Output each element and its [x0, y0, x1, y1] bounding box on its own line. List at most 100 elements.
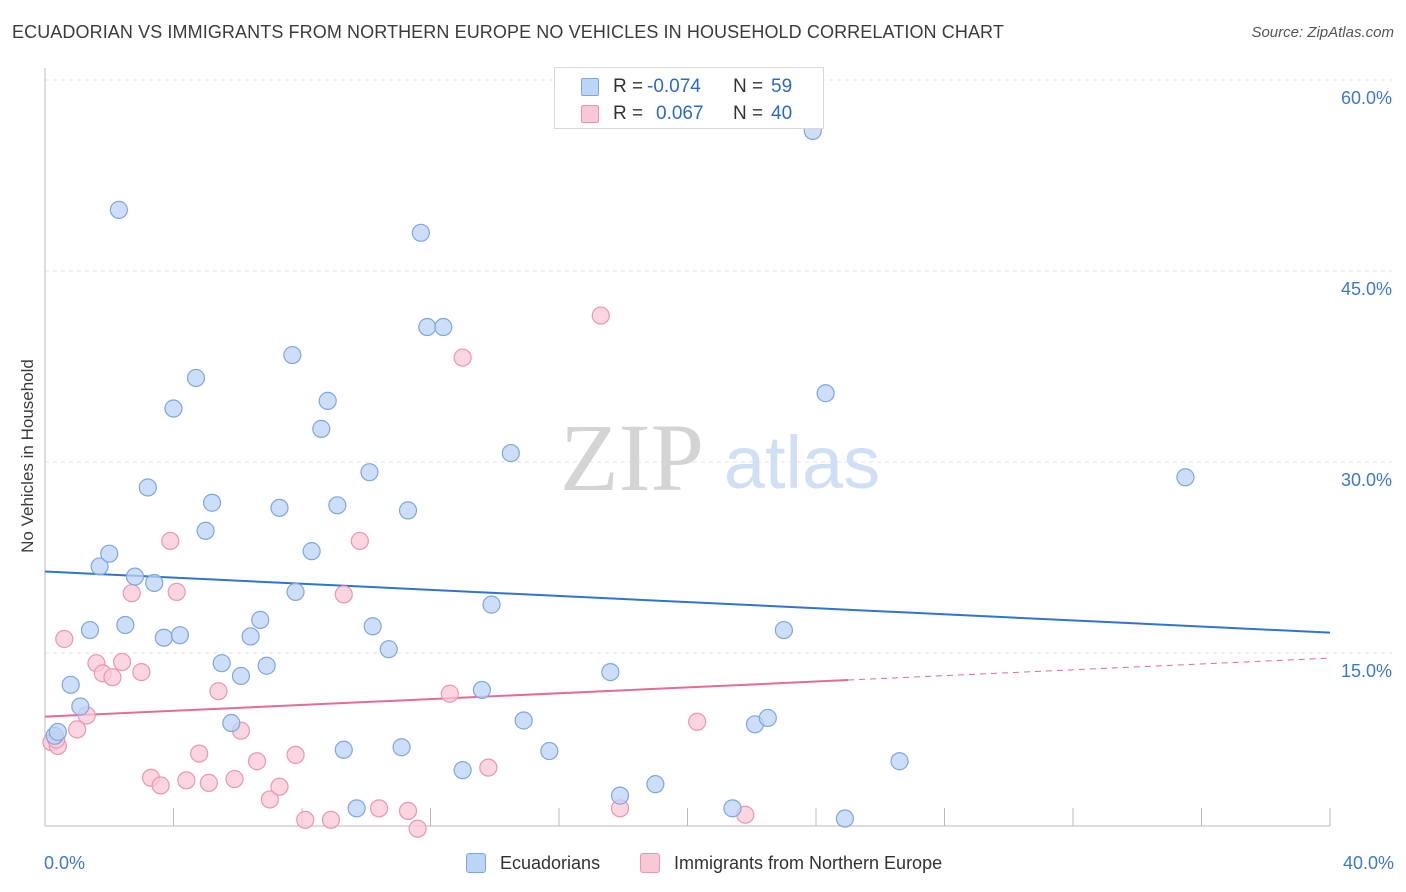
ecuadorian-point [202, 493, 222, 512]
ecuadorian-point [601, 662, 620, 682]
northern-europe-point [177, 771, 196, 790]
legend-row-northern-europe: R = 0.067 N = 40 [555, 101, 823, 127]
ecuadorian-point [312, 419, 331, 438]
ecuadorian-point [231, 666, 251, 686]
trend-line-extension [848, 657, 1331, 681]
y-axis-title: No Vehicles in Household [18, 359, 37, 553]
ecuadorian-point [610, 786, 630, 805]
northern-europe-point [321, 810, 341, 829]
trend-line-ecuadorians [44, 570, 1331, 634]
ecuadorian-point [816, 384, 835, 403]
r-label: R = [613, 76, 644, 97]
northern-europe-point [286, 745, 305, 764]
northern-europe-point [55, 629, 74, 649]
ecuadorian-point [283, 345, 302, 365]
ecuadorian-point [514, 711, 533, 730]
legend-row-ecuadorians: R = -0.074 N = 59 [555, 74, 823, 100]
northern-europe-point [408, 819, 427, 838]
northern-europe-point [479, 758, 498, 777]
ecuadorian-point [540, 741, 559, 761]
ecuadorian-point [434, 317, 453, 337]
r-value: -0.074 [647, 76, 701, 97]
ecuadorian-point [360, 463, 379, 482]
ecuadorian-point [363, 617, 382, 636]
ecuadorian-point [472, 680, 491, 700]
northern-europe-point [167, 582, 186, 601]
n-label: N = [733, 103, 764, 124]
northern-europe-point [370, 799, 389, 818]
ecuadorian-point [251, 610, 270, 629]
series-legend: Ecuadorians Immigrants from Northern Eur… [0, 851, 1406, 879]
ecuadorian-point [392, 738, 411, 757]
tick-labels: 15.0% 30.0% 45.0% 60.0% 0.0% 40.0% [44, 88, 1394, 873]
ecuadorian-point [109, 200, 128, 219]
northern-europe-point [440, 684, 459, 703]
chart-title: ECUADORIAN VS IMMIGRANTS FROM NORTHERN E… [12, 22, 1004, 42]
ecuadorian-point [758, 708, 777, 728]
ecuadorian-point [482, 595, 501, 614]
ecuadorian-point [379, 640, 398, 659]
ecuadorian-point [196, 521, 215, 540]
y-tick-label: 45.0% [1341, 279, 1392, 299]
ecuadorian-point [1176, 468, 1195, 487]
northern-europe-point [151, 776, 170, 795]
source-credit: Source: ZipAtlas.com [1251, 24, 1394, 41]
ecuadorian-point [222, 713, 241, 733]
ecuadorian-point [453, 761, 472, 780]
ecuadorian-point [212, 654, 231, 673]
ecuadorian-point [302, 542, 321, 561]
y-tick-label: 15.0% [1341, 661, 1392, 681]
ecuadorian-point [164, 399, 183, 418]
r-value: 0.067 [656, 103, 704, 124]
trend-lines [44, 570, 1331, 718]
ecuadorian-point [398, 501, 418, 520]
ecuadorian-point [186, 368, 206, 388]
watermark: ZIP atlas [560, 404, 880, 511]
ecuadorian-point [61, 675, 80, 694]
ecuadorian-point [71, 697, 90, 716]
ecuadorian-point [890, 752, 909, 771]
pink-swatch [581, 105, 599, 123]
northern-europe-point [247, 752, 267, 771]
blue-swatch [581, 78, 599, 96]
n-value: 59 [771, 76, 793, 97]
northern-europe-point [296, 810, 315, 829]
ecuadorian-point [257, 656, 276, 675]
y-tick-label: 30.0% [1341, 470, 1392, 490]
northern-europe-point [334, 585, 353, 604]
n-value: 40 [771, 103, 793, 124]
northern-europe-point [190, 744, 209, 763]
r-label: R = [613, 103, 644, 124]
northern-europe-point [225, 769, 244, 789]
x-tick-label: 0.0% [44, 853, 85, 873]
pink-swatch [640, 853, 660, 873]
watermark-atlas: atlas [724, 421, 880, 504]
ecuadorian-point [270, 498, 289, 517]
axes [44, 68, 1331, 827]
n-label: N = [733, 76, 764, 97]
ecuadorian-point [646, 775, 665, 794]
ecuadorian-point [90, 557, 109, 576]
ecuadorian-point [418, 317, 437, 337]
ecuadorian-point [241, 627, 260, 646]
northern-europe-point [161, 531, 180, 551]
x-tick-label: 40.0% [1343, 853, 1394, 873]
ecuadorian-point [145, 573, 164, 593]
ecuadorian-point [835, 809, 855, 828]
northern-europe-point [103, 668, 122, 687]
ecuadorian-point [774, 620, 793, 640]
northern-europe-point [132, 662, 151, 682]
northern-europe-point [270, 777, 289, 796]
blue-swatch [466, 853, 486, 873]
watermark-zip: ZIP [560, 404, 704, 511]
ecuadorian-point [100, 544, 119, 563]
legend-label: Ecuadorians [500, 853, 601, 873]
northern-europe-point [350, 531, 369, 551]
ecuadorian-point [723, 799, 742, 818]
northern-europe-point [199, 773, 218, 792]
ecuadorian-point [48, 722, 67, 742]
northern-europe-point [209, 682, 228, 701]
ecuadorian-point [347, 799, 366, 818]
y-tick-label: 60.0% [1341, 88, 1392, 108]
